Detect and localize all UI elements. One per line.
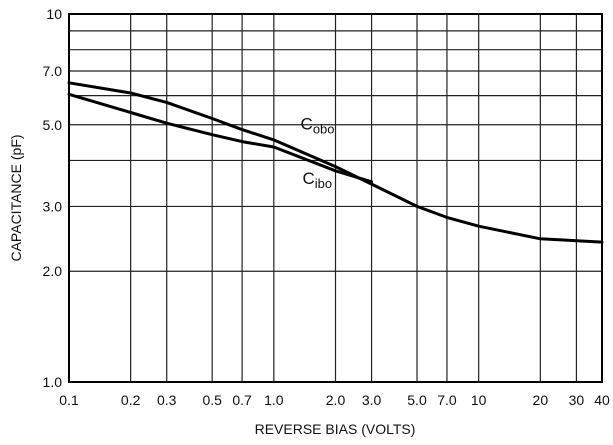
x-tick-label: 0.7 (232, 392, 252, 408)
grid-lines (68, 13, 603, 383)
y-tick-label: 2.0 (43, 263, 63, 279)
x-tick-label: 40 (594, 392, 610, 408)
plot-frame (68, 13, 603, 383)
series-lines (67, 81, 604, 244)
x-tick-label: 20 (533, 392, 549, 408)
series-line-ibo (67, 92, 374, 184)
series-line-obo (67, 81, 604, 244)
x-tick-label: 2.0 (326, 392, 346, 408)
y-tick-labels: 1.0 2.0 3.0 5.0 7.0 10 (43, 6, 63, 390)
x-tick-label: 30 (569, 392, 585, 408)
x-tick-label: 7.0 (437, 392, 457, 408)
series-labels: Cobo Cibo (301, 115, 335, 191)
x-tick-label: 0.3 (157, 392, 177, 408)
x-tick-labels: 0.1 0.2 0.3 0.5 0.7 1.0 2.0 3.0 5.0 7.0 10 20 30 40 (59, 392, 610, 408)
y-tick-label: 3.0 (43, 198, 63, 214)
y-tick-label: 5.0 (43, 117, 63, 133)
x-tick-label: 0.5 (202, 392, 222, 408)
x-tick-label: 5.0 (407, 392, 427, 408)
x-tick-label: 0.2 (121, 392, 141, 408)
x-axis-label: REVERSE BIAS (VOLTS) (255, 421, 416, 437)
y-tick-label: 10 (46, 6, 62, 22)
x-tick-label: 0.1 (59, 392, 79, 408)
series-label-ibo: Cibo (302, 169, 332, 191)
series-label-obo: Cobo (301, 115, 335, 137)
x-tick-label: 10 (471, 392, 487, 408)
y-axis-label: CAPACITANCE (pF) (8, 134, 24, 261)
y-tick-label: 1.0 (43, 374, 63, 390)
y-tick-label: 7.0 (43, 63, 63, 79)
x-tick-label: 3.0 (362, 392, 382, 408)
x-tick-label: 1.0 (264, 392, 284, 408)
